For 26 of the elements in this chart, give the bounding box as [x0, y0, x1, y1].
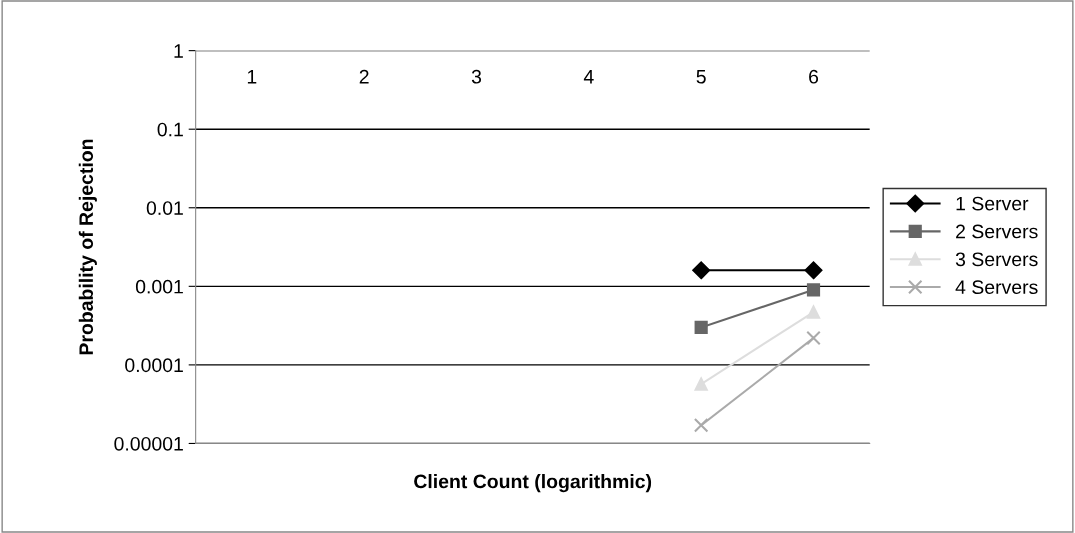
y-tick-label: 0.01	[146, 201, 183, 215]
legend-label: 3 Servers	[955, 252, 1038, 267]
y-tick-label: 0.1	[157, 122, 183, 137]
y-tick-label: 0.0001	[125, 358, 183, 373]
x-tick-label: 3	[471, 69, 482, 84]
x-tick-label: 4	[583, 70, 594, 84]
legend-label: 1 Server	[956, 196, 1029, 211]
legend-label: 2 Servers	[956, 224, 1038, 239]
x-axis-title: Client Count (logarithmic)	[414, 474, 652, 493]
point	[806, 305, 821, 319]
x-tick-label: 5	[696, 70, 706, 84]
y-tick-label: 1	[174, 44, 183, 58]
point	[806, 283, 821, 297]
point	[694, 320, 708, 334]
x-tick-label: 6	[809, 69, 819, 84]
x-tick-label: 1	[247, 70, 257, 84]
y-tick-label: 0.001	[135, 279, 183, 294]
legend-label: 4 Servers	[955, 280, 1038, 295]
point	[693, 418, 709, 433]
point	[694, 377, 708, 391]
y-axis-title: Probability of Rejection	[78, 139, 97, 355]
x-tick-label: 2	[359, 69, 369, 84]
y-tick-label: 0.00001	[114, 436, 183, 451]
point	[806, 330, 821, 346]
point	[692, 261, 711, 280]
point	[804, 261, 823, 280]
